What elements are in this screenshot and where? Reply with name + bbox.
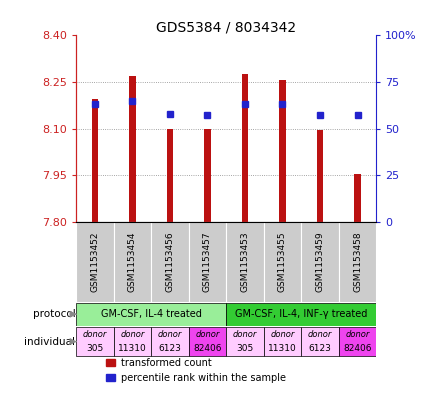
Text: 82406: 82406: [342, 344, 371, 353]
Bar: [113, 222, 151, 303]
Text: donor: donor: [270, 330, 294, 339]
Bar: [91, 99, 98, 222]
Bar: [338, 222, 375, 303]
Text: GSM1153455: GSM1153455: [277, 232, 286, 292]
Text: GSM1153452: GSM1153452: [90, 232, 99, 292]
Text: 11310: 11310: [118, 344, 146, 353]
Bar: [300, 327, 338, 356]
Bar: [263, 327, 300, 356]
Text: GSM1153458: GSM1153458: [352, 232, 361, 292]
Text: donor: donor: [82, 330, 107, 339]
Text: GSM1153456: GSM1153456: [165, 232, 174, 292]
Text: 6123: 6123: [158, 344, 181, 353]
Bar: [338, 327, 375, 356]
Text: 305: 305: [86, 344, 103, 353]
Bar: [151, 327, 188, 356]
Bar: [106, 359, 115, 366]
Text: GSM1153457: GSM1153457: [203, 232, 211, 292]
Text: 305: 305: [236, 344, 253, 353]
Bar: [166, 129, 173, 222]
Text: GSM1153453: GSM1153453: [240, 232, 249, 292]
Text: donor: donor: [345, 330, 369, 339]
Text: donor: donor: [232, 330, 256, 339]
Text: individual: individual: [24, 336, 75, 347]
Text: donor: donor: [158, 330, 182, 339]
Text: transformed count: transformed count: [121, 358, 211, 368]
Bar: [316, 130, 322, 222]
Bar: [76, 327, 113, 356]
Bar: [226, 303, 375, 325]
Bar: [113, 327, 151, 356]
Text: donor: donor: [120, 330, 144, 339]
Text: protocol: protocol: [33, 309, 75, 319]
Bar: [106, 374, 115, 381]
Text: 11310: 11310: [267, 344, 296, 353]
Bar: [188, 222, 226, 303]
Bar: [353, 174, 360, 222]
Bar: [279, 81, 285, 222]
Bar: [188, 327, 226, 356]
Text: GSM1153459: GSM1153459: [315, 232, 324, 292]
Bar: [300, 222, 338, 303]
Bar: [241, 74, 248, 222]
Text: GM-CSF, IL-4, INF-γ treated: GM-CSF, IL-4, INF-γ treated: [234, 309, 367, 319]
Text: GSM1153454: GSM1153454: [128, 232, 137, 292]
Text: donor: donor: [307, 330, 332, 339]
Bar: [204, 129, 210, 222]
Bar: [129, 76, 135, 222]
Text: donor: donor: [195, 330, 219, 339]
Bar: [76, 222, 113, 303]
Bar: [226, 327, 263, 356]
Bar: [263, 222, 300, 303]
Bar: [76, 303, 226, 325]
Bar: [226, 222, 263, 303]
Text: GM-CSF, IL-4 treated: GM-CSF, IL-4 treated: [101, 309, 201, 319]
Text: 82406: 82406: [193, 344, 221, 353]
Text: 6123: 6123: [308, 344, 331, 353]
Title: GDS5384 / 8034342: GDS5384 / 8034342: [156, 20, 296, 34]
Text: percentile rank within the sample: percentile rank within the sample: [121, 373, 286, 383]
Bar: [151, 222, 188, 303]
